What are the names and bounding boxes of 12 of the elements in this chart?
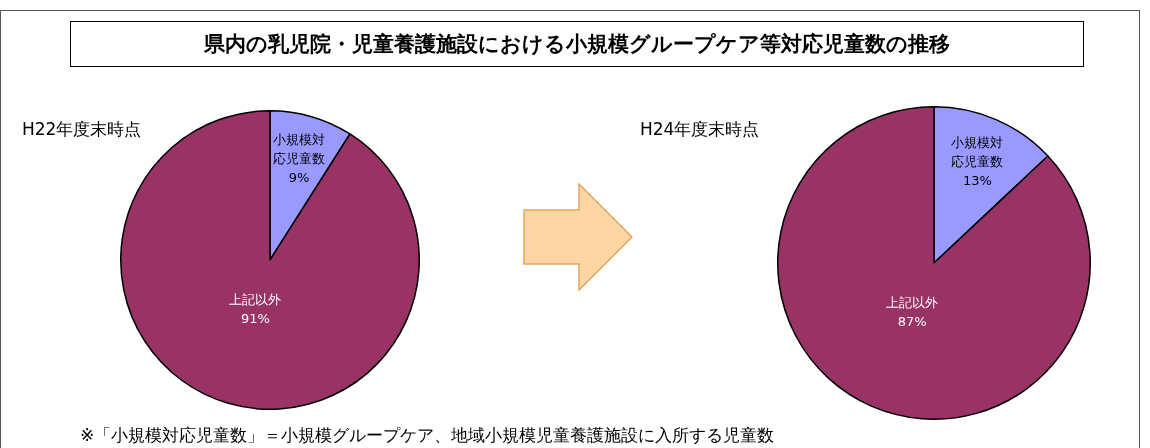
data-label: 91% (240, 311, 270, 327)
slice-label: 小規模対応児童数 (951, 135, 1004, 169)
data-label: 87% (897, 314, 927, 330)
text: H22年度末時点 (22, 118, 142, 141)
slice-label: 上記以外 (229, 292, 282, 308)
slice-label: 上記以外 (886, 295, 939, 311)
text: ※「小規模対応児童数」＝小規模グループケア、地域小規模児童養護施設に入所する児童数 (80, 424, 775, 447)
text: H24年度末時点 (640, 118, 760, 141)
text: 県内の乳児院・児童養護施設における小規模グループケア等対応児童数の推移 (70, 21, 1084, 67)
slice-label: 小規模対応児童数 (273, 132, 326, 167)
data-label: 9% (288, 170, 310, 186)
data-label: 13% (962, 173, 992, 188)
